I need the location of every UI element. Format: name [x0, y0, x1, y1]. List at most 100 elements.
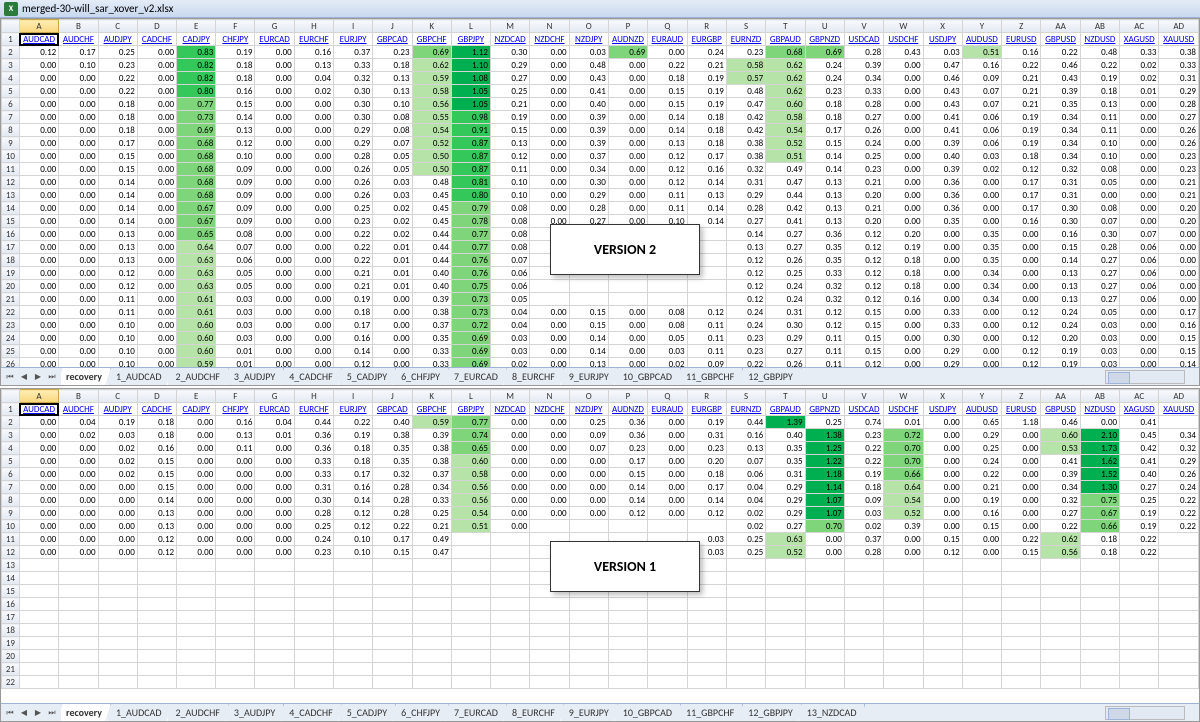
cell[interactable] — [608, 637, 647, 650]
tab-nav-bottom[interactable]: ⏮ ◀ ▶ ⏭ — [1, 706, 61, 720]
cell[interactable]: 0.09 — [216, 189, 255, 202]
cell[interactable]: 0.00 — [884, 306, 923, 319]
cell[interactable] — [1080, 650, 1119, 663]
cell[interactable] — [373, 676, 412, 689]
cell[interactable]: 0.06 — [490, 280, 529, 293]
cell[interactable]: 0.00 — [137, 332, 176, 345]
cell[interactable]: 0.00 — [530, 306, 569, 319]
cell[interactable] — [412, 663, 451, 676]
cell[interactable] — [1041, 650, 1080, 663]
cell[interactable]: 0.00 — [608, 319, 647, 332]
cell[interactable]: 0.00 — [884, 358, 923, 368]
cell[interactable]: 0.23 — [1159, 163, 1199, 176]
pair-link-EURNZD[interactable]: EURNZD — [726, 33, 765, 46]
cell[interactable] — [216, 585, 255, 598]
cell[interactable]: 0.12 — [98, 267, 137, 280]
cell[interactable]: 0.68 — [766, 46, 805, 59]
cell[interactable]: 0.13 — [569, 358, 608, 368]
cell[interactable]: 0.03 — [648, 345, 687, 358]
cell[interactable] — [255, 559, 294, 572]
col-header-M[interactable]: M — [490, 390, 529, 403]
cell[interactable]: 0.15 — [805, 137, 844, 150]
cell[interactable] — [608, 624, 647, 637]
cell[interactable]: 0.52 — [412, 137, 451, 150]
row-header-7[interactable]: 7 — [2, 481, 20, 494]
cell[interactable]: 0.18 — [98, 124, 137, 137]
cell[interactable]: 0.02 — [490, 358, 529, 368]
cell[interactable]: 0.30 — [294, 494, 333, 507]
cell[interactable]: 0.45 — [412, 189, 451, 202]
cell[interactable]: 0.00 — [137, 228, 176, 241]
cell[interactable]: 0.01 — [373, 280, 412, 293]
cell[interactable]: 0.00 — [648, 46, 687, 59]
cell[interactable]: 0.00 — [530, 481, 569, 494]
cell[interactable]: 0.12 — [648, 163, 687, 176]
tab-2_AUDCHF[interactable]: 2_AUDCHF — [167, 704, 229, 722]
cell[interactable] — [59, 676, 98, 689]
cell[interactable]: 0.26 — [1159, 137, 1199, 150]
cell[interactable]: 0.13 — [216, 429, 255, 442]
cell[interactable]: 0.44 — [726, 416, 765, 429]
pair-link-CADJPY[interactable]: CADJPY — [177, 403, 216, 416]
cell[interactable]: 0.33 — [805, 267, 844, 280]
cell[interactable] — [216, 637, 255, 650]
cell[interactable]: 0.13 — [98, 228, 137, 241]
cell[interactable]: 0.54 — [412, 124, 451, 137]
cell[interactable]: 0.00 — [19, 202, 58, 215]
col-header-K[interactable]: K — [412, 390, 451, 403]
cell[interactable]: 0.34 — [569, 163, 608, 176]
cell[interactable] — [648, 280, 687, 293]
cell[interactable]: 1.07 — [805, 507, 844, 520]
cell[interactable]: 0.13 — [648, 137, 687, 150]
cell[interactable] — [98, 637, 137, 650]
cell[interactable] — [19, 585, 58, 598]
cell[interactable]: 0.22 — [726, 358, 765, 368]
cell[interactable]: 0.16 — [334, 332, 373, 345]
cell[interactable]: 0.00 — [98, 507, 137, 520]
cell[interactable]: 0.06 — [962, 137, 1001, 150]
cell[interactable]: 0.82 — [177, 72, 216, 85]
cell[interactable]: 0.67 — [1080, 507, 1119, 520]
cell[interactable]: 0.15 — [569, 319, 608, 332]
cell[interactable] — [216, 650, 255, 663]
row-header-23[interactable]: 23 — [2, 319, 20, 332]
cell[interactable]: 0.60 — [177, 319, 216, 332]
cell[interactable] — [766, 624, 805, 637]
cell[interactable]: 0.22 — [1041, 520, 1080, 533]
cell[interactable]: 0.41 — [569, 85, 608, 98]
col-header-R[interactable]: R — [687, 20, 726, 33]
cell[interactable] — [923, 624, 962, 637]
cell[interactable]: 0.13 — [373, 72, 412, 85]
cell[interactable]: 0.00 — [59, 507, 98, 520]
cell[interactable] — [884, 650, 923, 663]
cell[interactable] — [884, 559, 923, 572]
cell[interactable]: 0.00 — [19, 267, 58, 280]
cell[interactable]: 0.00 — [884, 85, 923, 98]
cell[interactable]: 0.13 — [805, 176, 844, 189]
cell[interactable]: 0.17 — [98, 137, 137, 150]
cell[interactable]: 0.30 — [334, 85, 373, 98]
cell[interactable]: 0.27 — [766, 241, 805, 254]
cell[interactable] — [1041, 624, 1080, 637]
cell[interactable]: 0.60 — [177, 345, 216, 358]
cell[interactable]: 0.00 — [962, 176, 1001, 189]
col-header-Y[interactable]: Y — [962, 390, 1001, 403]
cell[interactable]: 0.52 — [884, 507, 923, 520]
cell[interactable]: 0.14 — [334, 494, 373, 507]
cell[interactable]: 0.14 — [687, 202, 726, 215]
cell[interactable]: 0.02 — [59, 429, 98, 442]
cell[interactable]: 0.33 — [844, 85, 883, 98]
cell[interactable]: 1.18 — [805, 468, 844, 481]
cell[interactable]: 0.30 — [569, 176, 608, 189]
pair-link-CADCHF[interactable]: CADCHF — [137, 33, 176, 46]
cell[interactable] — [1041, 585, 1080, 598]
cell[interactable]: 0.15 — [137, 468, 176, 481]
cell[interactable] — [294, 598, 333, 611]
cell[interactable]: 0.32 — [373, 468, 412, 481]
cell[interactable]: 0.27 — [490, 72, 529, 85]
cell[interactable] — [490, 572, 529, 585]
cell[interactable]: 0.40 — [766, 429, 805, 442]
cell[interactable]: 0.13 — [294, 59, 333, 72]
cell[interactable]: 0.00 — [1120, 358, 1159, 368]
row-header-16[interactable]: 16 — [2, 228, 20, 241]
